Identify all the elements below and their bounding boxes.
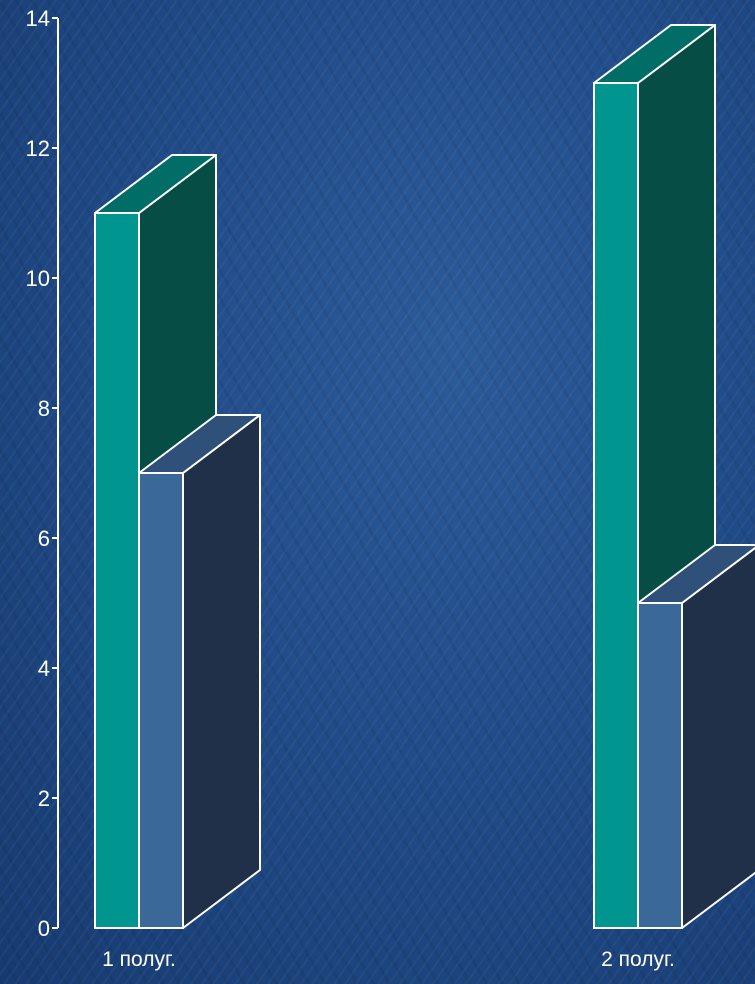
y-tick-label: 6 <box>38 526 50 551</box>
y-tick-label: 10 <box>26 266 50 291</box>
bar-front-face <box>637 602 683 929</box>
y-tick-label: 8 <box>38 396 50 421</box>
bar-series-2-2 <box>637 544 755 929</box>
bar-series-2-1 <box>138 414 261 929</box>
y-tick-label: 4 <box>38 656 50 681</box>
bar-side-face <box>182 414 261 929</box>
bars-layer <box>94 24 755 929</box>
bar-front-face <box>138 472 184 929</box>
y-tick-label: 14 <box>26 6 50 31</box>
bar-side-face <box>681 546 755 929</box>
y-tick-label: 2 <box>38 786 50 811</box>
labels-layer: 1 полуг. 2 полуг. <box>102 948 675 971</box>
y-tick-label: 12 <box>26 136 50 161</box>
bar-front-face <box>593 82 639 929</box>
x-category-label: 2 полуг. <box>601 948 675 971</box>
x-category-label: 1 полуг. <box>102 948 176 971</box>
y-axis: 0 2 4 6 8 10 12 14 <box>26 6 59 941</box>
y-tick-label: 0 <box>38 916 50 941</box>
bar-front-face <box>94 212 140 929</box>
